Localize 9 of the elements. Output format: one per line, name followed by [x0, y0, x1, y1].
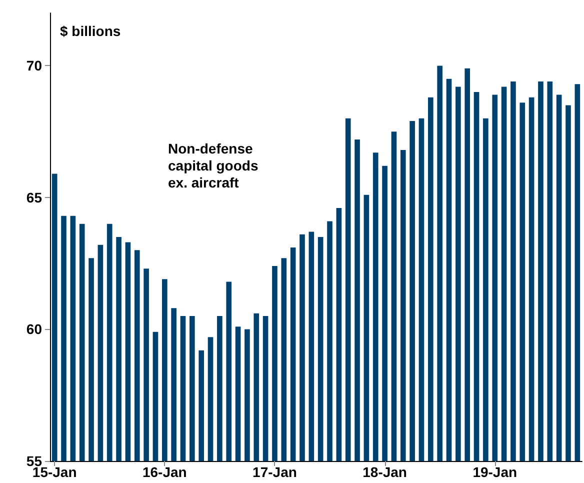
x-tick-label: 18-Jan [362, 464, 407, 480]
y-axis-title: $ billions [60, 23, 121, 39]
y-tick-label: 60 [26, 321, 42, 338]
x-tick-label: 17-Jan [252, 464, 297, 480]
annotation: Non-defense capital goods ex. aircraft [168, 140, 258, 190]
x-tick-label: 19-Jan [472, 464, 518, 480]
y-tick-label: 70 [26, 58, 42, 74]
y-tick-label: 65 [26, 189, 42, 206]
x-tick-label: 16-Jan [142, 464, 187, 480]
